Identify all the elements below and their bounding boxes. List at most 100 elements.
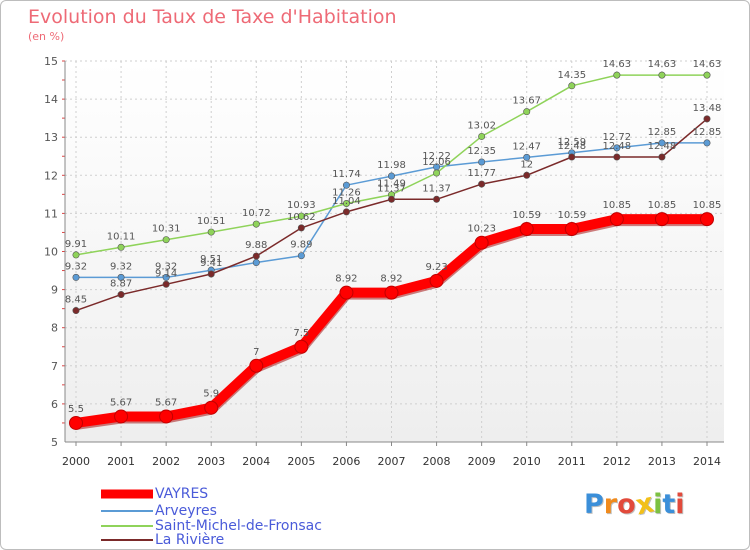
data-point	[478, 132, 486, 140]
data-point	[519, 222, 534, 237]
data-point	[658, 71, 666, 79]
data-label: 10.85	[648, 200, 677, 211]
data-label: 9.88	[245, 240, 267, 251]
data-point	[297, 212, 305, 220]
data-label: 8.45	[65, 295, 87, 306]
data-label: 10.85	[603, 200, 632, 211]
y-tick-label: 14	[44, 93, 58, 106]
data-label: 9.32	[155, 261, 177, 272]
data-label: 12.48	[557, 141, 586, 152]
data-point	[613, 71, 621, 79]
data-point	[297, 224, 305, 232]
data-label: 11.77	[467, 168, 496, 179]
data-label: 8.92	[335, 274, 357, 285]
data-point	[339, 285, 354, 300]
data-label: 11.49	[377, 179, 406, 190]
data-point	[117, 291, 125, 299]
data-label: 12.35	[467, 146, 496, 157]
y-tick-label: 6	[51, 398, 58, 411]
data-label: 10.59	[512, 210, 541, 221]
data-label: 5.9	[203, 389, 219, 400]
data-label: 10.85	[693, 200, 722, 211]
data-label: 9.23	[425, 262, 447, 273]
y-tick-label: 7	[51, 360, 58, 373]
data-label: 5.5	[68, 404, 84, 415]
data-point	[703, 115, 711, 123]
legend-swatch	[101, 489, 153, 499]
data-label: 12.85	[693, 127, 722, 138]
legend-swatch	[101, 525, 153, 527]
chart-title: Evolution du Taux de Taxe d'Habitation	[28, 6, 397, 28]
data-label: 5.67	[110, 397, 132, 408]
data-label: 12.48	[603, 141, 632, 152]
data-point	[523, 153, 531, 161]
x-tick-label: 2012	[603, 455, 631, 468]
data-point	[387, 195, 395, 203]
logo-letter: t	[662, 489, 676, 520]
data-point	[474, 235, 489, 250]
logo-letter: i	[675, 489, 685, 520]
data-point	[700, 212, 714, 227]
x-tick-label: 2004	[242, 455, 270, 468]
data-point	[249, 358, 264, 373]
data-point	[433, 169, 441, 177]
data-label: 10.11	[107, 231, 136, 242]
data-point	[384, 285, 399, 300]
data-point	[433, 195, 441, 203]
data-label: 12	[520, 159, 533, 170]
data-point	[72, 251, 80, 259]
data-point	[252, 252, 260, 260]
data-point	[159, 409, 174, 424]
data-label: 12.72	[603, 132, 632, 143]
x-tick-label: 2001	[107, 455, 135, 468]
data-point	[72, 273, 80, 281]
legend-label: Arveyres	[155, 503, 217, 519]
data-label: 8.92	[380, 274, 402, 285]
data-label: 10.59	[557, 210, 586, 221]
data-point	[613, 153, 621, 161]
data-label: 14.63	[648, 59, 677, 70]
data-point	[478, 158, 486, 166]
data-label: 9.51	[200, 254, 222, 265]
y-tick-label: 13	[44, 131, 58, 144]
logo-letter: i	[653, 489, 663, 520]
data-label: 12.85	[648, 127, 677, 138]
legend-label: Saint-Michel-de-Fronsac	[155, 518, 322, 534]
data-label: 11.26	[332, 187, 361, 198]
data-label: 12.47	[512, 141, 541, 152]
data-point	[162, 236, 170, 244]
data-label: 14.63	[603, 59, 632, 70]
data-point	[117, 273, 125, 281]
data-label: 13.48	[693, 103, 722, 114]
data-point	[72, 307, 80, 315]
data-point	[609, 212, 624, 227]
data-label: 9.41	[200, 258, 222, 269]
data-label: 11.74	[332, 169, 361, 180]
chart-subtitle: (en %)	[28, 30, 65, 43]
data-label: 9.14	[155, 268, 177, 279]
data-point	[703, 139, 711, 147]
data-label: 10.72	[242, 208, 271, 219]
y-tick-label: 15	[44, 55, 58, 68]
proxiti-logo: Proxiti	[584, 488, 685, 522]
data-label: 9.32	[65, 261, 87, 272]
x-tick-label: 2008	[423, 455, 451, 468]
data-label: 12.48	[648, 141, 677, 152]
data-point	[342, 208, 350, 216]
x-tick-label: 2005	[287, 455, 315, 468]
data-label: 7.5	[293, 328, 309, 339]
data-point	[658, 153, 666, 161]
data-point	[207, 270, 215, 278]
x-tick-label: 2002	[152, 455, 180, 468]
data-point	[207, 228, 215, 236]
data-point	[703, 71, 711, 79]
data-point	[568, 82, 576, 90]
data-point	[342, 181, 350, 189]
data-point	[204, 400, 219, 415]
data-label: 5.67	[155, 397, 177, 408]
data-point	[564, 222, 579, 237]
x-tick-label: 2010	[513, 455, 541, 468]
data-label: 10.62	[287, 212, 316, 223]
